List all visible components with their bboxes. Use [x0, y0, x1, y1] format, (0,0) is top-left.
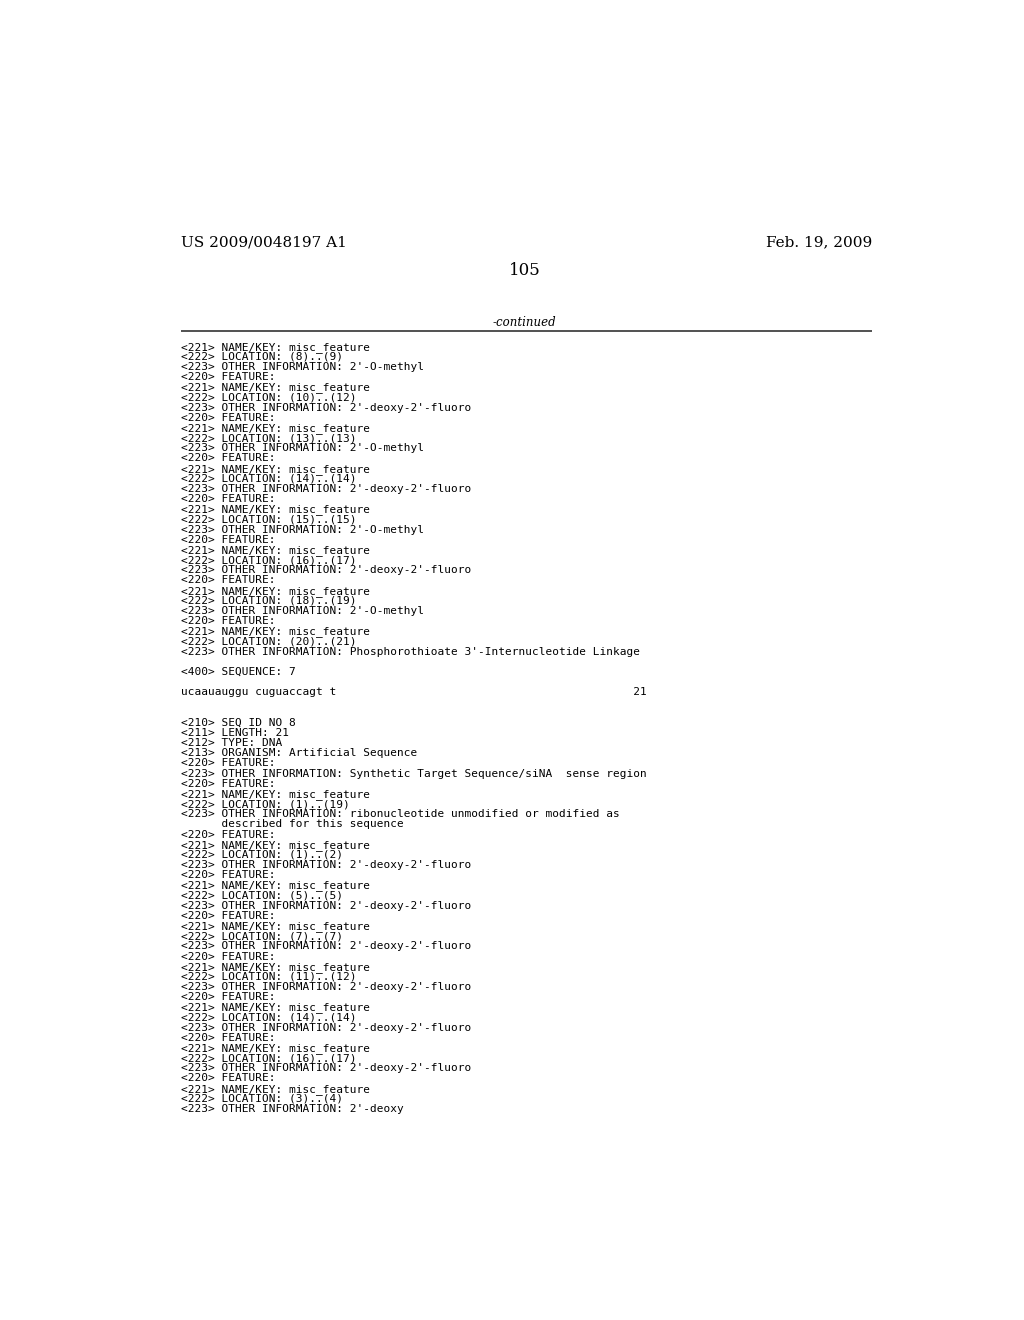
- Text: <223> OTHER INFORMATION: ribonucleotide unmodified or modified as: <223> OTHER INFORMATION: ribonucleotide …: [180, 809, 620, 820]
- Text: <220> FEATURE:: <220> FEATURE:: [180, 759, 275, 768]
- Text: <220> FEATURE:: <220> FEATURE:: [180, 870, 275, 880]
- Text: <222> LOCATION: (1)..(2): <222> LOCATION: (1)..(2): [180, 850, 343, 859]
- Text: <222> LOCATION: (7)..(7): <222> LOCATION: (7)..(7): [180, 931, 343, 941]
- Text: <221> NAME/KEY: misc_feature: <221> NAME/KEY: misc_feature: [180, 383, 370, 393]
- Text: <220> FEATURE:: <220> FEATURE:: [180, 413, 275, 422]
- Text: <221> NAME/KEY: misc_feature: <221> NAME/KEY: misc_feature: [180, 342, 370, 352]
- Text: <222> LOCATION: (3)..(4): <222> LOCATION: (3)..(4): [180, 1094, 343, 1104]
- Text: <220> FEATURE:: <220> FEATURE:: [180, 993, 275, 1002]
- Text: <220> FEATURE:: <220> FEATURE:: [180, 779, 275, 789]
- Text: <222> LOCATION: (20)..(21): <222> LOCATION: (20)..(21): [180, 636, 356, 647]
- Text: <221> NAME/KEY: misc_feature: <221> NAME/KEY: misc_feature: [180, 626, 370, 638]
- Text: <223> OTHER INFORMATION: 2'-O-methyl: <223> OTHER INFORMATION: 2'-O-methyl: [180, 524, 424, 535]
- Text: <223> OTHER INFORMATION: Synthetic Target Sequence/siNA  sense region: <223> OTHER INFORMATION: Synthetic Targe…: [180, 768, 646, 779]
- Text: <222> LOCATION: (15)..(15): <222> LOCATION: (15)..(15): [180, 515, 356, 524]
- Text: <222> LOCATION: (13)..(13): <222> LOCATION: (13)..(13): [180, 433, 356, 444]
- Text: US 2009/0048197 A1: US 2009/0048197 A1: [180, 235, 346, 249]
- Text: <221> NAME/KEY: misc_feature: <221> NAME/KEY: misc_feature: [180, 1084, 370, 1094]
- Text: <210> SEQ ID NO 8: <210> SEQ ID NO 8: [180, 718, 296, 727]
- Text: <223> OTHER INFORMATION: 2'-O-methyl: <223> OTHER INFORMATION: 2'-O-methyl: [180, 444, 424, 453]
- Text: <220> FEATURE:: <220> FEATURE:: [180, 372, 275, 383]
- Text: <223> OTHER INFORMATION: 2'-deoxy-2'-fluoro: <223> OTHER INFORMATION: 2'-deoxy-2'-flu…: [180, 1064, 471, 1073]
- Text: <222> LOCATION: (18)..(19): <222> LOCATION: (18)..(19): [180, 595, 356, 606]
- Text: <223> OTHER INFORMATION: 2'-O-methyl: <223> OTHER INFORMATION: 2'-O-methyl: [180, 362, 424, 372]
- Text: <223> OTHER INFORMATION: 2'-deoxy: <223> OTHER INFORMATION: 2'-deoxy: [180, 1104, 403, 1114]
- Text: <212> TYPE: DNA: <212> TYPE: DNA: [180, 738, 282, 748]
- Text: <222> LOCATION: (1)..(19): <222> LOCATION: (1)..(19): [180, 799, 349, 809]
- Text: <221> NAME/KEY: misc_feature: <221> NAME/KEY: misc_feature: [180, 422, 370, 434]
- Text: <223> OTHER INFORMATION: 2'-deoxy-2'-fluoro: <223> OTHER INFORMATION: 2'-deoxy-2'-flu…: [180, 941, 471, 952]
- Text: <223> OTHER INFORMATION: 2'-deoxy-2'-fluoro: <223> OTHER INFORMATION: 2'-deoxy-2'-flu…: [180, 861, 471, 870]
- Text: <221> NAME/KEY: misc_feature: <221> NAME/KEY: misc_feature: [180, 962, 370, 973]
- Text: <220> FEATURE:: <220> FEATURE:: [180, 576, 275, 586]
- Text: <223> OTHER INFORMATION: 2'-deoxy-2'-fluoro: <223> OTHER INFORMATION: 2'-deoxy-2'-flu…: [180, 900, 471, 911]
- Text: <220> FEATURE:: <220> FEATURE:: [180, 494, 275, 504]
- Text: <400> SEQUENCE: 7: <400> SEQUENCE: 7: [180, 667, 296, 677]
- Text: <223> OTHER INFORMATION: 2'-deoxy-2'-fluoro: <223> OTHER INFORMATION: 2'-deoxy-2'-flu…: [180, 982, 471, 993]
- Text: <221> NAME/KEY: misc_feature: <221> NAME/KEY: misc_feature: [180, 545, 370, 556]
- Text: <220> FEATURE:: <220> FEATURE:: [180, 454, 275, 463]
- Text: <221> NAME/KEY: misc_feature: <221> NAME/KEY: misc_feature: [180, 504, 370, 515]
- Text: <220> FEATURE:: <220> FEATURE:: [180, 1032, 275, 1043]
- Text: <222> LOCATION: (16)..(17): <222> LOCATION: (16)..(17): [180, 1053, 356, 1063]
- Text: <223> OTHER INFORMATION: 2'-deoxy-2'-fluoro: <223> OTHER INFORMATION: 2'-deoxy-2'-flu…: [180, 565, 471, 576]
- Text: <222> LOCATION: (5)..(5): <222> LOCATION: (5)..(5): [180, 891, 343, 900]
- Text: <223> OTHER INFORMATION: 2'-deoxy-2'-fluoro: <223> OTHER INFORMATION: 2'-deoxy-2'-flu…: [180, 1023, 471, 1032]
- Text: <220> FEATURE:: <220> FEATURE:: [180, 616, 275, 626]
- Text: <223> OTHER INFORMATION: 2'-deoxy-2'-fluoro: <223> OTHER INFORMATION: 2'-deoxy-2'-flu…: [180, 403, 471, 413]
- Text: <220> FEATURE:: <220> FEATURE:: [180, 535, 275, 545]
- Text: <220> FEATURE:: <220> FEATURE:: [180, 1073, 275, 1084]
- Text: <221> NAME/KEY: misc_feature: <221> NAME/KEY: misc_feature: [180, 880, 370, 891]
- Text: <222> LOCATION: (14)..(14): <222> LOCATION: (14)..(14): [180, 1012, 356, 1023]
- Text: <221> NAME/KEY: misc_feature: <221> NAME/KEY: misc_feature: [180, 586, 370, 597]
- Text: <223> OTHER INFORMATION: Phosphorothioate 3'-Internucleotide Linkage: <223> OTHER INFORMATION: Phosphorothioat…: [180, 647, 640, 656]
- Text: <220> FEATURE:: <220> FEATURE:: [180, 952, 275, 961]
- Text: ucaauauggu cuguaccagt t                                            21: ucaauauggu cuguaccagt t 21: [180, 688, 646, 697]
- Text: <221> NAME/KEY: misc_feature: <221> NAME/KEY: misc_feature: [180, 921, 370, 932]
- Text: <213> ORGANISM: Artificial Sequence: <213> ORGANISM: Artificial Sequence: [180, 748, 417, 758]
- Text: <222> LOCATION: (14)..(14): <222> LOCATION: (14)..(14): [180, 474, 356, 484]
- Text: -continued: -continued: [493, 317, 557, 329]
- Text: <221> NAME/KEY: misc_feature: <221> NAME/KEY: misc_feature: [180, 1043, 370, 1053]
- Text: Feb. 19, 2009: Feb. 19, 2009: [766, 235, 872, 249]
- Text: <221> NAME/KEY: misc_feature: <221> NAME/KEY: misc_feature: [180, 840, 370, 850]
- Text: 105: 105: [509, 263, 541, 280]
- Text: <221> NAME/KEY: misc_feature: <221> NAME/KEY: misc_feature: [180, 1002, 370, 1014]
- Text: <223> OTHER INFORMATION: 2'-deoxy-2'-fluoro: <223> OTHER INFORMATION: 2'-deoxy-2'-flu…: [180, 484, 471, 494]
- Text: described for this sequence: described for this sequence: [180, 820, 403, 829]
- Text: <223> OTHER INFORMATION: 2'-O-methyl: <223> OTHER INFORMATION: 2'-O-methyl: [180, 606, 424, 616]
- Text: <211> LENGTH: 21: <211> LENGTH: 21: [180, 727, 289, 738]
- Text: <222> LOCATION: (8)..(9): <222> LOCATION: (8)..(9): [180, 352, 343, 362]
- Text: <221> NAME/KEY: misc_feature: <221> NAME/KEY: misc_feature: [180, 789, 370, 800]
- Text: <220> FEATURE:: <220> FEATURE:: [180, 829, 275, 840]
- Text: <220> FEATURE:: <220> FEATURE:: [180, 911, 275, 921]
- Text: <222> LOCATION: (16)..(17): <222> LOCATION: (16)..(17): [180, 556, 356, 565]
- Text: <222> LOCATION: (11)..(12): <222> LOCATION: (11)..(12): [180, 972, 356, 982]
- Text: <222> LOCATION: (10)..(12): <222> LOCATION: (10)..(12): [180, 392, 356, 403]
- Text: <221> NAME/KEY: misc_feature: <221> NAME/KEY: misc_feature: [180, 463, 370, 474]
